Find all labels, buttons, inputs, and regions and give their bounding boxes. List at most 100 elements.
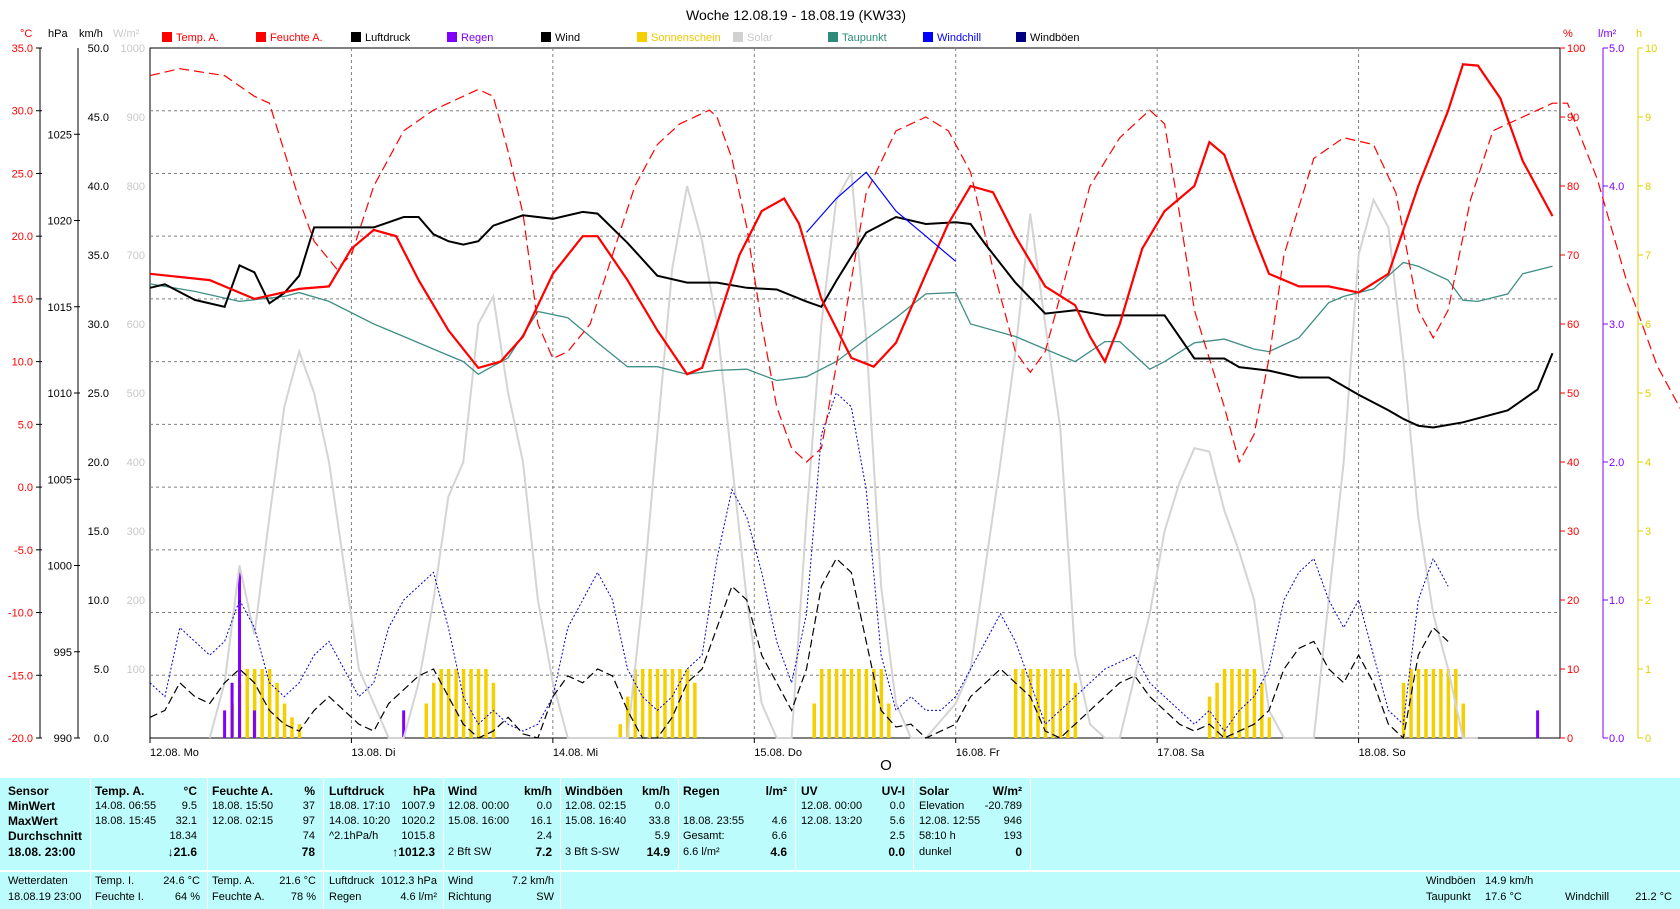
wind-tick-label: 0.0 — [94, 733, 109, 745]
wind-tick-label: 30.0 — [88, 319, 109, 331]
sunshine-bar — [879, 669, 884, 738]
stat-label-min: MinWert — [8, 799, 56, 813]
footer-gust-label: Windböen — [1426, 875, 1476, 887]
sunshine-bar — [834, 669, 839, 738]
stat-wind-avg-value: 2.4 — [536, 830, 552, 842]
sun-tick-label: 3 — [1645, 526, 1651, 538]
sunshine-bar — [842, 669, 846, 738]
humidity-tick-label: 100 — [1567, 43, 1585, 55]
rain-bar — [252, 710, 256, 738]
weather-chart: 12.08. Mo 13.08. Di 14.08. Mi 15.08. Do 16.0… — [8, 7, 1680, 774]
windchill-line — [806, 171, 957, 262]
footer-rain-label: Regen — [329, 891, 362, 903]
wind-tick-label: 40.0 — [88, 181, 109, 193]
pressure-line — [149, 210, 1554, 429]
solar-tick-label: 1000 — [121, 43, 145, 55]
solar-tick-label: 600 — [127, 319, 145, 331]
temp-tick-label: -5.0 — [14, 545, 33, 557]
stat-press-max-time: 14.08. 10:20 — [329, 815, 391, 827]
sunshine-bar — [469, 669, 473, 738]
pressure-tick-label: 1000 — [48, 561, 72, 573]
stat-temp-unit: °C — [183, 784, 197, 798]
sunshine-bar — [1207, 696, 1212, 738]
rain-tick-label: 4.0 — [1609, 181, 1624, 193]
pressure-tick-label: 1005 — [48, 474, 72, 486]
sunshine-bar — [864, 669, 869, 738]
stat-press-max-value: 1020.2 — [401, 815, 435, 827]
sun-tick-label: 1 — [1645, 664, 1651, 676]
solar-tick-label: 100 — [127, 664, 145, 676]
wind-tick-label: 5.0 — [94, 664, 109, 676]
temp-tick-label: -10.0 — [8, 608, 33, 620]
pressure-tick-label: 995 — [54, 647, 72, 659]
sunshine-bar — [245, 669, 249, 738]
footer-temp-in-label: Temp. I. — [95, 875, 135, 887]
humidity-tick-label: 40 — [1567, 457, 1579, 469]
gust-line — [149, 392, 1449, 732]
temp-tick-label: 35.0 — [12, 43, 33, 55]
stat-wind-current-value: 7.2 — [535, 845, 552, 859]
sunshine-bar — [424, 703, 429, 738]
sunshine-bar — [827, 669, 831, 738]
stat-rain-avg-label: Gesamt: — [683, 830, 725, 842]
stat-wind-min-time: 12.08. 00:00 — [448, 800, 510, 812]
sunshine-bar — [439, 669, 443, 738]
stat-rain-avg-value: 6.6 — [771, 830, 787, 842]
sunshine-bar — [1021, 669, 1025, 738]
footer-direction-value: SW — [536, 891, 554, 903]
solar-tick-label: 300 — [127, 526, 145, 538]
footer-temp-out-value: 21.6 °C — [279, 875, 316, 887]
sun-tick-label: 7 — [1645, 250, 1651, 262]
legend-swatch — [351, 32, 361, 42]
stat-solar-current-value: 0 — [1015, 845, 1022, 859]
footer-hum-out-value: 78 % — [290, 891, 316, 903]
legend-label: Temp. A. — [176, 32, 219, 44]
stat-wind-max-value: 16.1 — [530, 815, 552, 827]
stat-rain-max-time: 18.08. 23:55 — [683, 815, 745, 827]
humidity-unit: % — [1563, 28, 1573, 40]
stat-temp-header: Temp. A. — [95, 784, 145, 798]
stat-rain-max-value: 4.6 — [771, 815, 787, 827]
rain-bar — [238, 572, 242, 738]
sunshine-bar — [857, 669, 861, 738]
sunshine-bar — [1409, 669, 1413, 738]
sunshine-bar — [267, 669, 272, 738]
wind-tick-label: 50.0 — [88, 43, 109, 55]
sunshine-bar — [1424, 669, 1428, 738]
stats-panel: Sensor MinWert MaxWert Durchschnitt 18.0… — [0, 778, 1680, 870]
legend-swatch — [162, 32, 172, 42]
stat-temp-min-value: 9.5 — [181, 800, 197, 812]
legend-swatch — [637, 32, 647, 42]
stat-uv-max-time: 12.08. 13:20 — [801, 815, 863, 827]
stat-rain-current-value: 4.6 — [770, 845, 787, 859]
footer-hum-in-value: 64 % — [174, 891, 200, 903]
sunshine-bar — [275, 682, 279, 738]
sunshine-bar — [663, 669, 667, 738]
sunshine-bar — [625, 696, 630, 738]
rain-tick-label: 1.0 — [1609, 595, 1624, 607]
rain-tick-label: 3.0 — [1609, 319, 1624, 331]
sunshine-bar — [1222, 669, 1227, 738]
legend-label: Solar — [747, 32, 773, 44]
wind-unit: km/h — [79, 28, 103, 40]
pressure-tick-label: 1010 — [48, 388, 72, 400]
sunshine-bar — [1043, 669, 1048, 738]
stat-label-max: MaxWert — [8, 814, 58, 828]
sunshine-bar — [282, 703, 287, 738]
stat-solar-current-label: dunkel — [919, 846, 952, 858]
sunshine-bar — [260, 669, 264, 738]
chart-axes: 12.08. Mo 13.08. Di 14.08. Mi 15.08. Do 16.0… — [8, 28, 1657, 759]
legend-swatch — [447, 32, 457, 42]
chart-title: Woche 12.08.19 - 18.08.19 (KW33) — [686, 7, 906, 23]
sunshine-bar — [685, 669, 690, 738]
stat-temp-current-value: ↓21.6 — [167, 845, 197, 859]
sunshine-bar — [1431, 669, 1436, 738]
footer-panel: Wetterdaten 18.08.19 23:00 Temp. I. 24.6… — [0, 872, 1680, 909]
stat-press-min-time: 18.08. 17:10 — [329, 800, 391, 812]
sunshine-bar — [446, 669, 451, 738]
sunshine-bar — [1260, 682, 1264, 738]
temp-tick-label: -15.0 — [8, 670, 33, 682]
footer-temp-in-value: 24.6 °C — [163, 875, 200, 887]
pressure-tick-label: 990 — [54, 733, 72, 745]
stat-rain-header: Regen — [683, 784, 720, 798]
